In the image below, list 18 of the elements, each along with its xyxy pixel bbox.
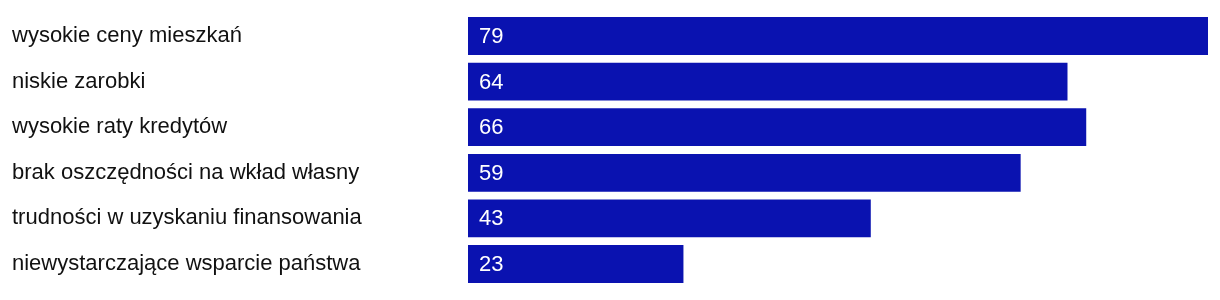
bar [468, 199, 871, 238]
data-label: 64 [479, 68, 504, 94]
data-label: 59 [479, 159, 504, 185]
bar [468, 17, 1208, 55]
bar [468, 153, 1021, 192]
y-tick-label: niewystarczające wsparcie państwa [12, 250, 362, 276]
data-label: 79 [479, 23, 504, 49]
y-tick-label: niskie zarobki [12, 67, 146, 93]
bar [468, 245, 684, 283]
bar [468, 108, 1087, 147]
bar [468, 62, 1068, 101]
y-tick-label: wysokie raty kredytów [11, 113, 228, 139]
y-tick-label: wysokie ceny mieszkań [11, 22, 242, 48]
data-label: 23 [479, 251, 504, 277]
y-tick-label: brak oszczędności na wkład własny [12, 158, 360, 184]
y-tick-label: trudności w uzyskaniu finansowania [12, 204, 363, 230]
data-label: 66 [479, 114, 504, 140]
data-label: 43 [479, 205, 504, 231]
